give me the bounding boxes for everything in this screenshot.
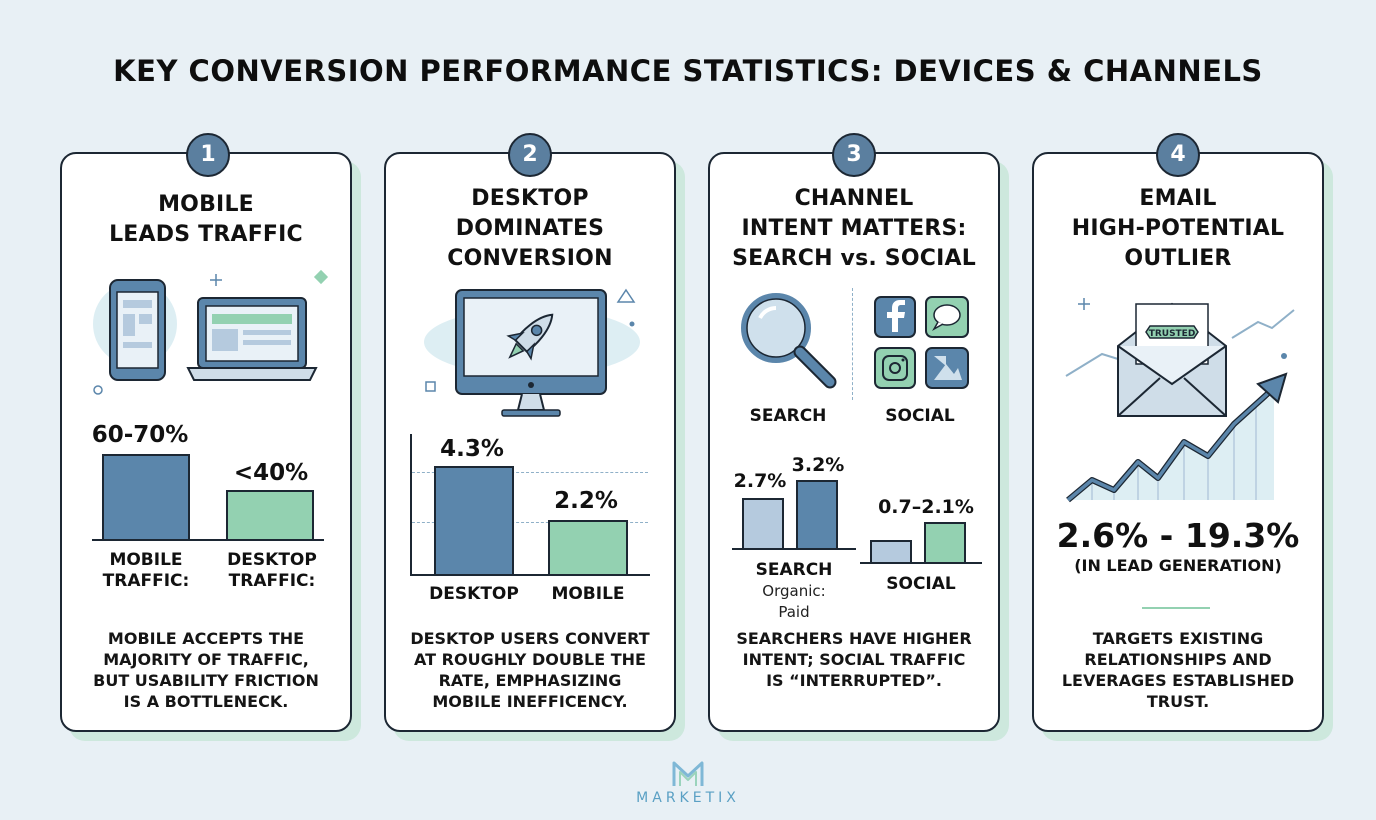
desc-line: BUT USABILITY FRICTION bbox=[93, 671, 319, 690]
desc-line: MOBILE INEFFICENCY. bbox=[432, 692, 628, 711]
card-title-line: MOBILE bbox=[158, 192, 254, 217]
mobile-rate-value: 2.2% bbox=[554, 488, 618, 514]
social-baseline bbox=[860, 562, 982, 564]
mobile-traffic-bar bbox=[102, 454, 190, 541]
desc-line: TARGETS EXISTING bbox=[1092, 629, 1264, 648]
mobile-rate-bar bbox=[548, 520, 628, 576]
desktop-rocket-icon bbox=[424, 288, 640, 417]
smartphone-laptop-icon bbox=[93, 269, 329, 395]
mobile-traffic-value: 60-70% bbox=[91, 422, 189, 448]
card-mobile-traffic: MOBILE LEADS TRAFFIC 60-70% <40% MOBILE … bbox=[60, 152, 352, 732]
card-description: DESKTOP USERS CONVERT AT ROUGHLY DOUBLE … bbox=[386, 628, 674, 712]
desc-line: IS A BOTTLENECK. bbox=[123, 692, 289, 711]
desc-line: MOBILE ACCEPTS THE bbox=[107, 629, 305, 648]
brand-name: MARKETIX bbox=[636, 790, 740, 806]
y-axis bbox=[410, 434, 412, 576]
social-low-bar bbox=[870, 540, 912, 564]
divider bbox=[1142, 607, 1210, 609]
card-title-line: LEADS TRAFFIC bbox=[109, 222, 303, 247]
social-high-bar bbox=[924, 522, 966, 564]
card-title-line: DESKTOP bbox=[471, 186, 589, 211]
card-description: SEARCHERS HAVE HIGHER INTENT; SOCIAL TRA… bbox=[710, 628, 998, 691]
desktop-rate-bar bbox=[434, 466, 514, 576]
sub-label-line: Organic: bbox=[762, 582, 826, 600]
baseline bbox=[410, 574, 650, 576]
gridline bbox=[412, 472, 648, 473]
card-title-line: EMAIL bbox=[1139, 186, 1217, 211]
card-title: CHANNEL INTENT MATTERS: SEARCH vs. SOCIA… bbox=[710, 184, 998, 274]
desktop-traffic-value: <40% bbox=[233, 460, 309, 486]
envelope-growth-chart-icon: TRUSTED bbox=[1065, 298, 1295, 503]
label-line: DESKTOP bbox=[227, 550, 317, 570]
desktop-traffic-bar bbox=[226, 490, 314, 541]
desktop-label: DESKTOP bbox=[429, 584, 519, 604]
search-organic-value: 2.7% bbox=[733, 470, 787, 492]
social-icon-label: SOCIAL bbox=[885, 406, 955, 426]
search-baseline bbox=[732, 548, 856, 550]
sub-label-line: Paid bbox=[778, 603, 810, 621]
desc-line: INTENT; SOCIAL TRAFFIC bbox=[742, 650, 966, 669]
gridline bbox=[412, 522, 648, 523]
baseline bbox=[92, 539, 324, 541]
desc-line: TRUST. bbox=[1146, 692, 1210, 711]
card-title-line: DOMINATES bbox=[455, 216, 605, 241]
card-description: MOBILE ACCEPTS THE MAJORITY OF TRAFFIC, … bbox=[62, 628, 350, 712]
desc-line: RELATIONSHIPS AND bbox=[1084, 650, 1272, 669]
step-badge-3: 3 bbox=[832, 133, 876, 177]
card-title-line: CHANNEL bbox=[794, 186, 914, 211]
card-title-line: OUTLIER bbox=[1124, 246, 1232, 271]
search-icon-label: SEARCH bbox=[749, 406, 827, 426]
card-title: MOBILE LEADS TRAFFIC bbox=[62, 190, 350, 250]
magnifier-icon bbox=[741, 293, 837, 389]
desktop-traffic-label: DESKTOP TRAFFIC: bbox=[212, 550, 332, 592]
desc-line: DESKTOP USERS CONVERT bbox=[410, 629, 650, 648]
mobile-traffic-label: MOBILE TRAFFIC: bbox=[86, 550, 206, 592]
card-title: EMAIL HIGH-POTENTIAL OUTLIER bbox=[1034, 184, 1322, 274]
trusted-seal-text: TRUSTED bbox=[1149, 329, 1196, 339]
search-sub-label: Organic: Paid bbox=[732, 581, 856, 623]
search-organic-bar bbox=[742, 498, 784, 550]
card-search-vs-social: CHANNEL INTENT MATTERS: SEARCH vs. SOCIA… bbox=[708, 152, 1000, 732]
divider bbox=[852, 288, 853, 400]
desc-line: IS “INTERRUPTED”. bbox=[766, 671, 942, 690]
marketix-logo-icon: M bbox=[672, 761, 704, 786]
label-line: TRAFFIC: bbox=[228, 571, 316, 591]
mobile-label: MOBILE bbox=[551, 584, 625, 604]
search-chart-label: SEARCH bbox=[755, 560, 833, 580]
email-rate-range: 2.6% - 19.3% bbox=[1056, 516, 1300, 555]
card-email-outlier: EMAIL HIGH-POTENTIAL OUTLIER TRUSTED 2.6… bbox=[1032, 152, 1324, 732]
desc-line: SEARCHERS HAVE HIGHER bbox=[736, 629, 972, 648]
desc-line: AT ROUGHLY DOUBLE THE bbox=[414, 650, 646, 669]
search-paid-value: 3.2% bbox=[791, 454, 845, 476]
social-chart-label: SOCIAL bbox=[886, 574, 956, 594]
desc-line: LEVERAGES ESTABLISHED bbox=[1061, 671, 1295, 690]
search-paid-bar bbox=[796, 480, 838, 550]
step-badge-4: 4 bbox=[1156, 133, 1200, 177]
card-title: DESKTOP DOMINATES CONVERSION bbox=[386, 184, 674, 274]
social-icons bbox=[874, 296, 969, 389]
page-title: KEY CONVERSION PERFORMANCE STATISTICS: D… bbox=[113, 54, 1263, 88]
social-range-value: 0.7–2.1% bbox=[878, 496, 974, 518]
card-desktop-conversion: DESKTOP DOMINATES CONVERSION 4.3% 2.2% D… bbox=[384, 152, 676, 732]
desc-line: MAJORITY OF TRAFFIC, bbox=[103, 650, 309, 669]
card-title-line: HIGH-POTENTIAL bbox=[1071, 216, 1285, 241]
step-badge-1: 1 bbox=[186, 133, 230, 177]
label-line: TRAFFIC: bbox=[102, 571, 190, 591]
card-description: TARGETS EXISTING RELATIONSHIPS AND LEVER… bbox=[1034, 628, 1322, 712]
label-line: MOBILE bbox=[109, 550, 183, 570]
step-badge-2: 2 bbox=[508, 133, 552, 177]
email-rate-note: (IN LEAD GENERATION) bbox=[1074, 556, 1282, 575]
desc-line: RATE, EMPHASIZING bbox=[438, 671, 622, 690]
desktop-rate-value: 4.3% bbox=[440, 436, 504, 462]
card-title-line: CONVERSION bbox=[447, 246, 613, 271]
card-title-line: INTENT MATTERS: bbox=[741, 216, 967, 241]
card-title-line: SEARCH vs. SOCIAL bbox=[732, 246, 976, 271]
